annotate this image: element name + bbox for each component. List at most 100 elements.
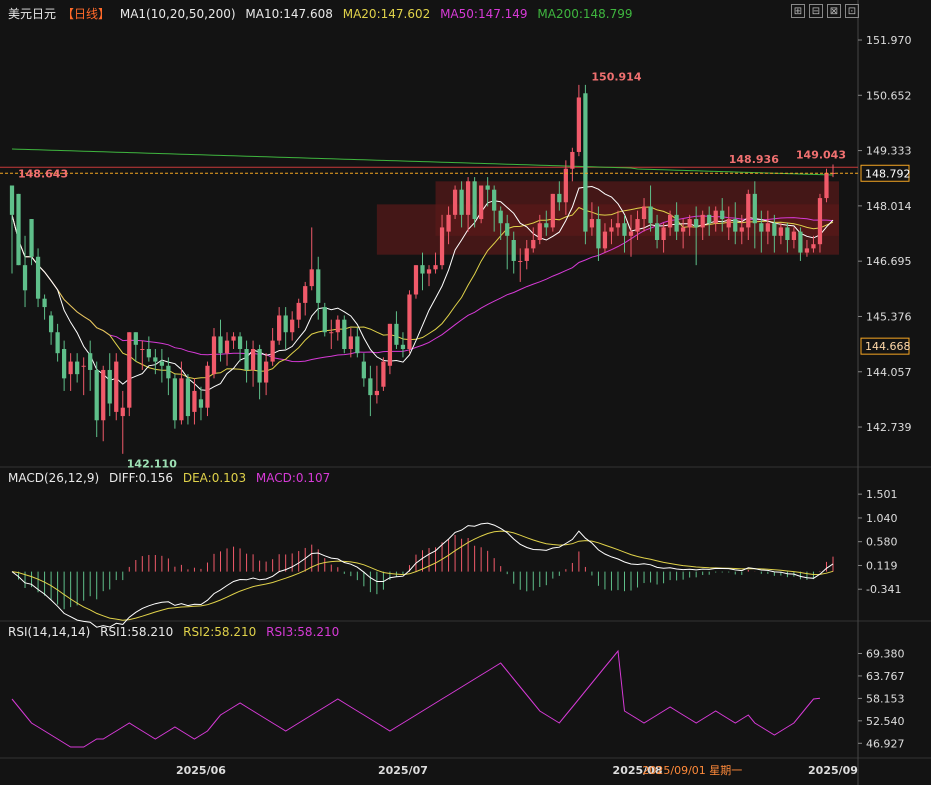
candle-body — [133, 332, 138, 345]
ma200-line — [11, 148, 834, 176]
last-price-box — [860, 164, 910, 182]
candle-body — [641, 206, 647, 220]
rsi-y-tick-label: 58.153 — [866, 692, 905, 705]
candle-body — [759, 223, 764, 232]
macd-y-tick-label: 0.580 — [866, 536, 898, 549]
rsi-y-tick-label: 69.380 — [866, 647, 905, 660]
candle-body — [277, 315, 282, 341]
candle-body — [426, 269, 432, 274]
expand-icon[interactable]: ⊞ — [791, 4, 805, 18]
candle-body — [361, 361, 366, 379]
main-legend: 美元日元 【日线】 MA1(10,20,50,200) MA10:147.608 … — [8, 5, 639, 22]
candle-body — [550, 193, 555, 228]
candle-body — [459, 189, 464, 215]
candle-body — [368, 378, 373, 396]
candle-body — [700, 214, 705, 228]
collapse-icon[interactable]: ⊟ — [809, 4, 823, 18]
candle-body — [146, 349, 151, 358]
candle-body — [420, 265, 425, 274]
candle-body — [720, 210, 725, 220]
candle-body — [452, 189, 458, 215]
candle-body — [400, 344, 406, 349]
candle-body — [465, 181, 471, 215]
candle-body — [824, 172, 829, 199]
candle-body — [88, 353, 93, 370]
candle-body — [335, 319, 340, 333]
candle-body — [472, 181, 477, 220]
candle-body — [648, 206, 653, 224]
candle-body — [583, 93, 588, 232]
candle-body — [205, 365, 210, 408]
candle-body — [107, 369, 112, 404]
macd-diff-line — [11, 522, 834, 628]
marker-price-box — [860, 337, 910, 355]
candle-body — [713, 210, 718, 224]
ma20-value: MA20:147.602 — [342, 7, 431, 21]
candle-body — [654, 223, 660, 240]
y-tick-label: 144.057 — [866, 366, 912, 379]
candle-body — [218, 336, 223, 354]
candle-body — [16, 193, 21, 266]
candle-body — [772, 223, 777, 236]
candle-body — [296, 302, 301, 320]
candle-body — [224, 340, 230, 354]
candle-body — [537, 223, 542, 240]
rsi-y-tick-label: 63.767 — [866, 670, 905, 683]
period-label[interactable]: 【日线】 — [62, 7, 111, 21]
y-tick-label: 149.333 — [866, 145, 912, 158]
candle-body — [101, 369, 106, 421]
candle-body — [492, 189, 497, 211]
candle-body — [407, 294, 412, 349]
candle-body — [557, 193, 562, 203]
macd-y-tick-label: 1.040 — [866, 512, 898, 525]
candle-body — [661, 227, 666, 240]
candle-body — [681, 227, 686, 232]
candle-body — [322, 307, 327, 333]
ma200-value: MA200:148.799 — [537, 7, 633, 21]
candle-body — [589, 219, 595, 228]
candle-body — [198, 399, 204, 408]
ma-title: MA1(10,20,50,200) — [119, 7, 236, 21]
candle-body — [329, 332, 334, 334]
macd-dea-line — [11, 530, 834, 621]
y-tick-label: 146.695 — [866, 255, 912, 268]
candle-body — [622, 223, 627, 236]
x-tick-label: 2025/08 — [613, 764, 663, 777]
candle-body — [615, 223, 621, 228]
candle-body — [628, 231, 634, 236]
rsi1-value: RSI1:58.210 — [100, 625, 174, 639]
candle-body — [127, 332, 132, 408]
candle-body — [192, 390, 197, 412]
ma10-value: MA10:147.608 — [245, 7, 333, 21]
price-annotation: 150.914 — [591, 70, 641, 83]
candle-body — [62, 349, 67, 379]
candle-body — [778, 227, 783, 236]
rsi-legend: RSI(14,14,14) RSI1:58.210 RSI2:58.210 RS… — [8, 625, 345, 639]
candle-body — [185, 378, 191, 417]
candle-body — [75, 361, 80, 375]
candle-body — [531, 240, 536, 249]
candle-body — [114, 361, 119, 412]
macd-legend: MACD(26,12,9) DIFF:0.156 DEA:0.103 MACD:… — [8, 471, 336, 485]
candle-body — [316, 269, 321, 303]
candle-body — [726, 219, 731, 228]
macd-y-tick-label: 0.119 — [866, 559, 898, 572]
close-icon[interactable]: ⊡ — [845, 4, 859, 18]
candle-body — [35, 256, 41, 299]
candle-body — [153, 357, 158, 362]
candle-body — [211, 336, 217, 375]
price-annotation: 148.643 — [18, 168, 68, 181]
candle-body — [120, 407, 125, 417]
settings-icon[interactable]: ⊠ — [827, 4, 841, 18]
candle-body — [524, 248, 529, 261]
macd-value: MACD:0.107 — [255, 471, 331, 485]
crosshair-date-label: 2025/09/01 星期一 — [642, 764, 742, 777]
candle-body — [374, 390, 380, 396]
macd-title: MACD(26,12,9) — [8, 471, 100, 485]
candle-body — [733, 219, 738, 232]
candle-body — [433, 265, 438, 270]
candle-body — [231, 336, 236, 341]
candle-body — [635, 219, 640, 232]
price-annotation: 149.043 — [796, 149, 846, 162]
